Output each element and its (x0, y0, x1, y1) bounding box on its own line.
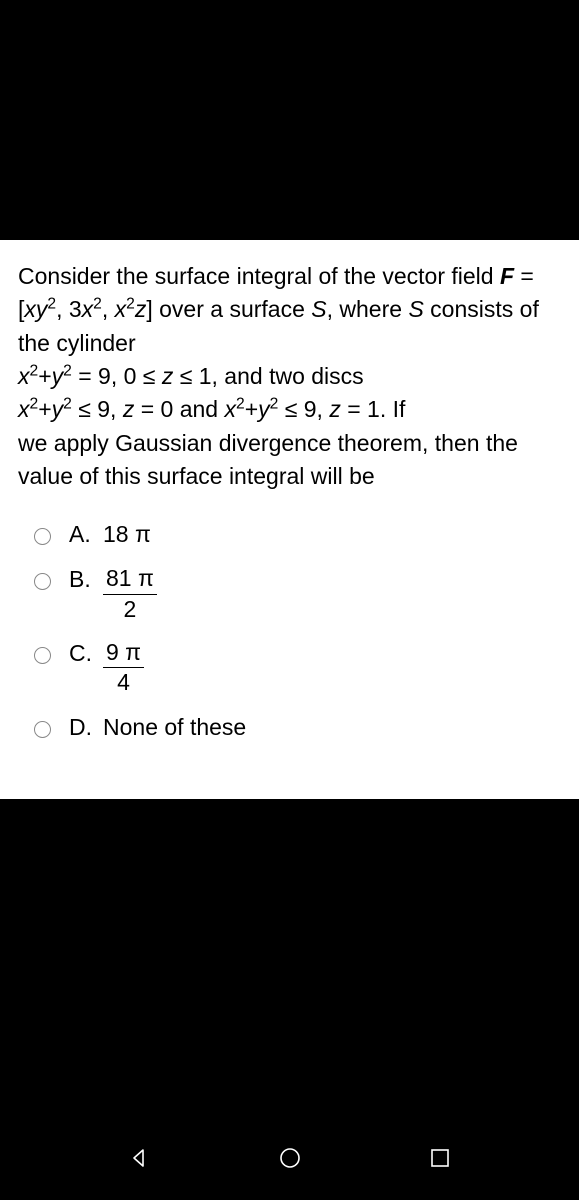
option-letter: D. (69, 714, 103, 741)
q-cyl1b: 2 (30, 362, 39, 379)
options-list: A. 18 π B. 81 π 2 C. 9 π 4 (18, 521, 561, 740)
q-co1: , (327, 296, 333, 322)
q-plus3: + (245, 396, 258, 422)
option-d[interactable]: D. None of these (34, 714, 561, 741)
fraction: 81 π 2 (103, 566, 157, 622)
q-t2b: 2 (93, 296, 102, 313)
q-S2: S (408, 296, 423, 322)
q-and: and two discs (218, 363, 364, 389)
q-plus2: + (38, 396, 51, 422)
q-d1a: x (18, 396, 30, 422)
fraction-den: 4 (103, 668, 144, 695)
q-zv: z (162, 363, 174, 389)
option-letter: A. (69, 521, 103, 548)
q-cyl1a: x (18, 363, 30, 389)
q-eq9a: = 9, 0 ≤ (72, 363, 162, 389)
q-d3b: 2 (236, 396, 245, 413)
q-z0: z (123, 396, 135, 422)
q-d1b: 2 (30, 396, 39, 413)
nav-recent-icon[interactable] (428, 1146, 452, 1170)
q-l5: we apply Gaussian divergence theorem, th… (18, 430, 518, 489)
q-t3b: 2 (126, 296, 135, 313)
q-text: Consider the surface integral of the vec… (18, 263, 500, 289)
q-leq9b: ≤ 9, (278, 396, 329, 422)
q-c2: , (102, 296, 115, 322)
question-text: Consider the surface integral of the vec… (18, 260, 561, 493)
q-d2b: 2 (63, 396, 72, 413)
option-a[interactable]: A. 18 π (34, 521, 561, 548)
q-eqz1: = 1. If (341, 396, 406, 422)
option-letter: C. (69, 640, 103, 667)
radio-icon[interactable] (34, 721, 51, 738)
fraction-den: 2 (103, 595, 157, 622)
fraction-num: 81 π (103, 566, 157, 594)
option-b[interactable]: B. 81 π 2 (34, 566, 561, 622)
option-value: 9 π 4 (103, 640, 144, 696)
option-c[interactable]: C. 9 π 4 (34, 640, 561, 696)
q-d4a: y (258, 396, 270, 422)
q-d2a: y (52, 396, 64, 422)
nav-home-icon[interactable] (278, 1146, 302, 1170)
radio-icon[interactable] (34, 573, 51, 590)
q-close: ] over a surface (146, 296, 311, 322)
q-plus1: + (38, 363, 51, 389)
android-navbar (0, 1134, 579, 1182)
option-value: 81 π 2 (103, 566, 157, 622)
question-card: Consider the surface integral of the vec… (0, 240, 579, 799)
option-value: 18 π (103, 521, 151, 548)
q-l2pre: where (339, 296, 408, 322)
q-d3a: x (225, 396, 237, 422)
q-t3a: x (115, 296, 127, 322)
q-t1a: xy (24, 296, 47, 322)
radio-icon[interactable] (34, 647, 51, 664)
q-t1b: 2 (47, 296, 56, 313)
q-c1: , 3 (56, 296, 82, 322)
nav-back-icon[interactable] (127, 1146, 151, 1170)
option-letter: B. (69, 566, 103, 593)
q-S1: S (311, 296, 326, 322)
q-cyl2a: y (52, 363, 64, 389)
fraction: 9 π 4 (103, 640, 144, 696)
q-eqz0: = 0 and (134, 396, 224, 422)
q-leq9a: ≤ 9, (72, 396, 123, 422)
option-value: None of these (103, 714, 246, 741)
radio-icon[interactable] (34, 528, 51, 545)
q-t2a: x (82, 296, 94, 322)
fraction-num: 9 π (103, 640, 144, 668)
q-cyl2b: 2 (63, 362, 72, 379)
q-leq1: ≤ 1, (173, 363, 218, 389)
q-F: F (500, 263, 514, 289)
q-z1: z (329, 396, 341, 422)
q-t3c: z (135, 296, 147, 322)
